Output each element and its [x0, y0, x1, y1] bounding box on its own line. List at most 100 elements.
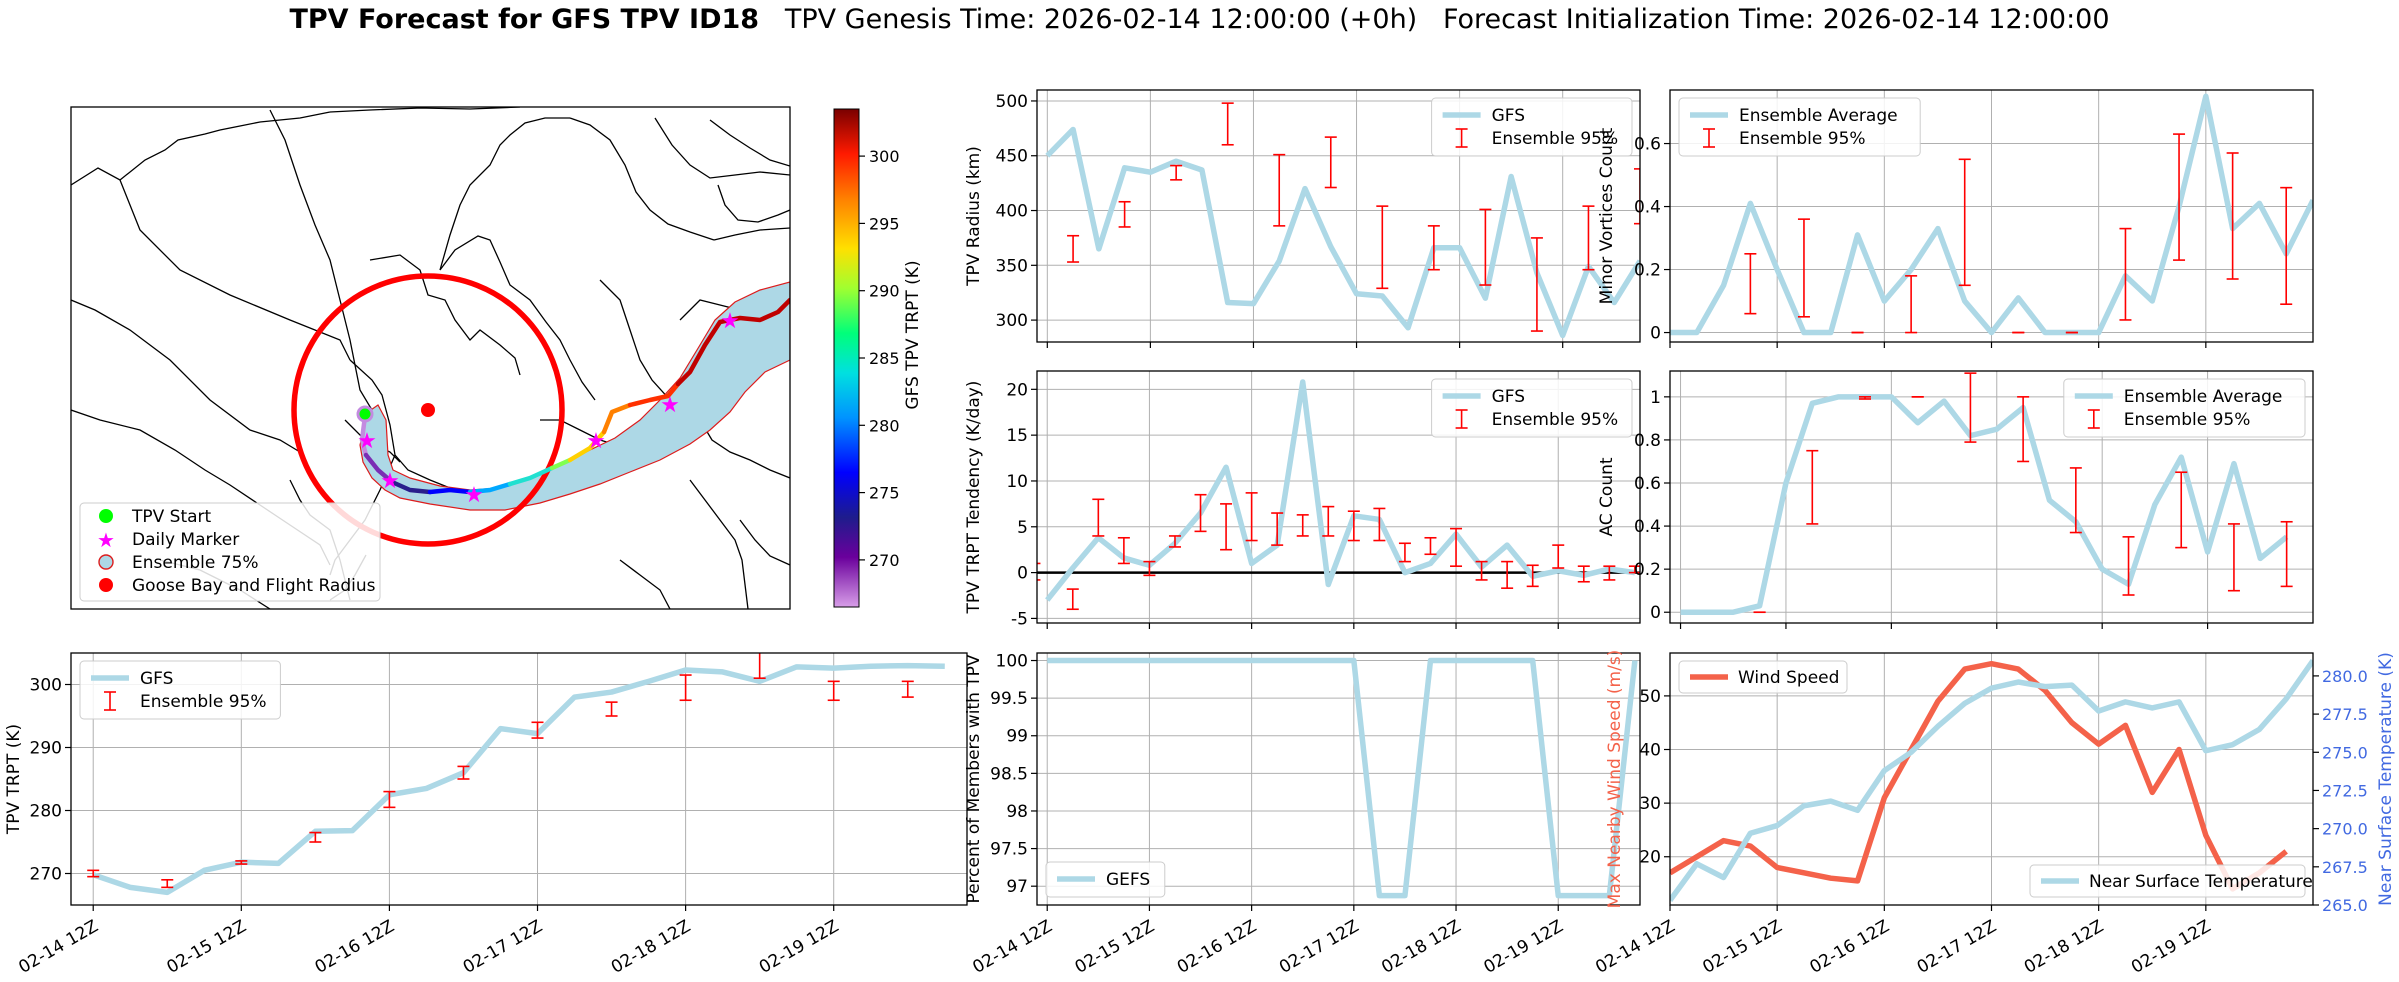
error-bar — [1526, 564, 1539, 588]
error-bar — [1220, 503, 1233, 551]
legend-label: Ensemble 95% — [140, 692, 267, 712]
y-tick-label: 0.6 — [1634, 474, 1661, 494]
chart-tendency: -5 0 5 10 15 20 TPV TRPT Tendency (K/day) GFS En… — [964, 370, 1641, 629]
colorbar-label: GFS TPV TRPT (K) — [903, 260, 923, 409]
daily-marker: ★ — [357, 429, 377, 454]
error-bar — [531, 721, 544, 739]
colorbar — [833, 108, 860, 608]
error-bar — [1552, 544, 1565, 569]
y-tick-label: 50 — [1639, 687, 1661, 707]
legend-label: Wind Speed — [1738, 668, 1839, 688]
y-tick-label: 300 — [996, 311, 1028, 331]
y-tick-label: 450 — [996, 147, 1028, 167]
y-axis-label: AC Count — [1597, 457, 1617, 536]
y-tick-label: 97 — [1006, 877, 1028, 897]
x-tick-label: 02-17 12Z — [1276, 916, 1362, 977]
plot-area — [87, 653, 945, 896]
y-tick-label: 5 — [1017, 518, 1028, 538]
error-bar — [679, 674, 692, 702]
y-tick-label: 350 — [996, 256, 1028, 276]
legend-box — [2063, 378, 2306, 438]
legend-label: Ensemble Average — [2124, 387, 2283, 407]
y-tick-label: 500 — [996, 92, 1028, 112]
colorbar-tick-label: 290 — [869, 282, 900, 301]
y-tick-label: 0.2 — [1634, 560, 1661, 580]
error-bar — [1479, 208, 1492, 286]
colorbar-tick-label: 300 — [869, 147, 900, 166]
error-bar — [1958, 158, 1971, 287]
y-tick-label: 97.5 — [990, 840, 1028, 860]
daily-marker: ★ — [586, 429, 606, 454]
error-bar — [2119, 227, 2132, 321]
chart-legend: GEFS — [1045, 861, 1166, 898]
x-tick-label: 02-14 12Z — [969, 916, 1055, 977]
y-tick-label: 0.6 — [1634, 135, 1661, 155]
error-bar — [1273, 153, 1286, 227]
x-tick-label: 02-17 12Z — [460, 916, 546, 977]
x-tick-label: 02-19 12Z — [756, 916, 842, 977]
ensemble-error-bars — [1753, 372, 2293, 614]
right-axis: 265.0 267.5 270.0 272.5 275.0 277.5 280.0 Near … — [2313, 652, 2396, 915]
error-bar — [1905, 275, 1918, 334]
error-bar — [1376, 205, 1389, 290]
chart-frame — [1669, 89, 2314, 343]
chart-grid: 0 0.2 0.4 0.6 — [1634, 90, 2313, 348]
y2-tick-label: 280.0 — [2322, 667, 2368, 686]
legend-box — [1678, 660, 1848, 694]
error-bar — [1118, 200, 1131, 228]
error-bar — [1427, 225, 1440, 271]
x-tick-label: 02-15 12Z — [164, 916, 250, 977]
y-tick-label: 280 — [30, 802, 62, 822]
y-axis-label: Percent of Members with TPV — [964, 654, 984, 903]
y-tick-label: 1 — [1650, 388, 1661, 408]
y-tick-label: 0.4 — [1634, 198, 1661, 218]
tpv-track — [359, 297, 790, 495]
error-bar — [2280, 186, 2293, 306]
daily-marker: ★ — [720, 309, 740, 334]
x-tick-label: 02-14 12Z — [15, 916, 101, 977]
error-bar — [1806, 449, 1819, 525]
error-bar — [827, 680, 840, 702]
error-bar — [1398, 542, 1411, 563]
x-tick-label: 02-15 12Z — [1072, 916, 1158, 977]
error-bar — [2122, 536, 2135, 596]
map-frame — [70, 106, 791, 610]
x-tick-label: 02-17 12Z — [1914, 916, 2000, 977]
y-tick-label: 290 — [30, 739, 62, 759]
daily-marker: ★ — [380, 469, 400, 494]
x-tick-label: 02-16 12Z — [312, 916, 398, 977]
chart-grid: 0 0.2 0.4 0.6 0.8 1 — [1634, 371, 2313, 629]
legend-label: Ensemble 95% — [1739, 129, 1866, 149]
legend-box — [1431, 378, 1633, 438]
error-bar — [2173, 133, 2186, 261]
error-bar — [87, 869, 100, 878]
error-bar — [1322, 505, 1335, 537]
chart-frame — [70, 652, 968, 906]
error-bar — [1245, 492, 1258, 542]
goose-bay-flight-radius — [291, 273, 565, 547]
series-line — [1045, 379, 1636, 602]
error-bar — [2175, 471, 2188, 549]
legend-box — [1431, 97, 1633, 157]
colorbar-tick-label: 295 — [869, 214, 900, 233]
x-tick-label: 02-16 12Z — [1807, 916, 1893, 977]
legend-daily-marker: Daily Marker — [132, 530, 239, 550]
y-tick-label: 0.4 — [1634, 517, 1661, 537]
chart-legend: GFS Ensemble 95% — [1431, 97, 1633, 157]
x-tick-label: 02-18 12Z — [2021, 916, 2107, 977]
error-bar — [2280, 520, 2293, 588]
series-line — [1045, 126, 1640, 339]
error-bar — [1859, 396, 1872, 400]
goose-bay-marker — [421, 403, 435, 417]
error-bar — [1067, 234, 1080, 263]
y-tick-label: 30 — [1639, 794, 1661, 814]
y-tick-label: 20 — [1006, 380, 1028, 400]
error-bar — [1170, 164, 1183, 181]
legend-label: Ensemble Average — [1739, 106, 1898, 126]
series-line — [1670, 93, 2313, 336]
error-bar — [753, 653, 766, 680]
error-bar — [1964, 372, 1977, 443]
error-bar — [309, 831, 322, 843]
